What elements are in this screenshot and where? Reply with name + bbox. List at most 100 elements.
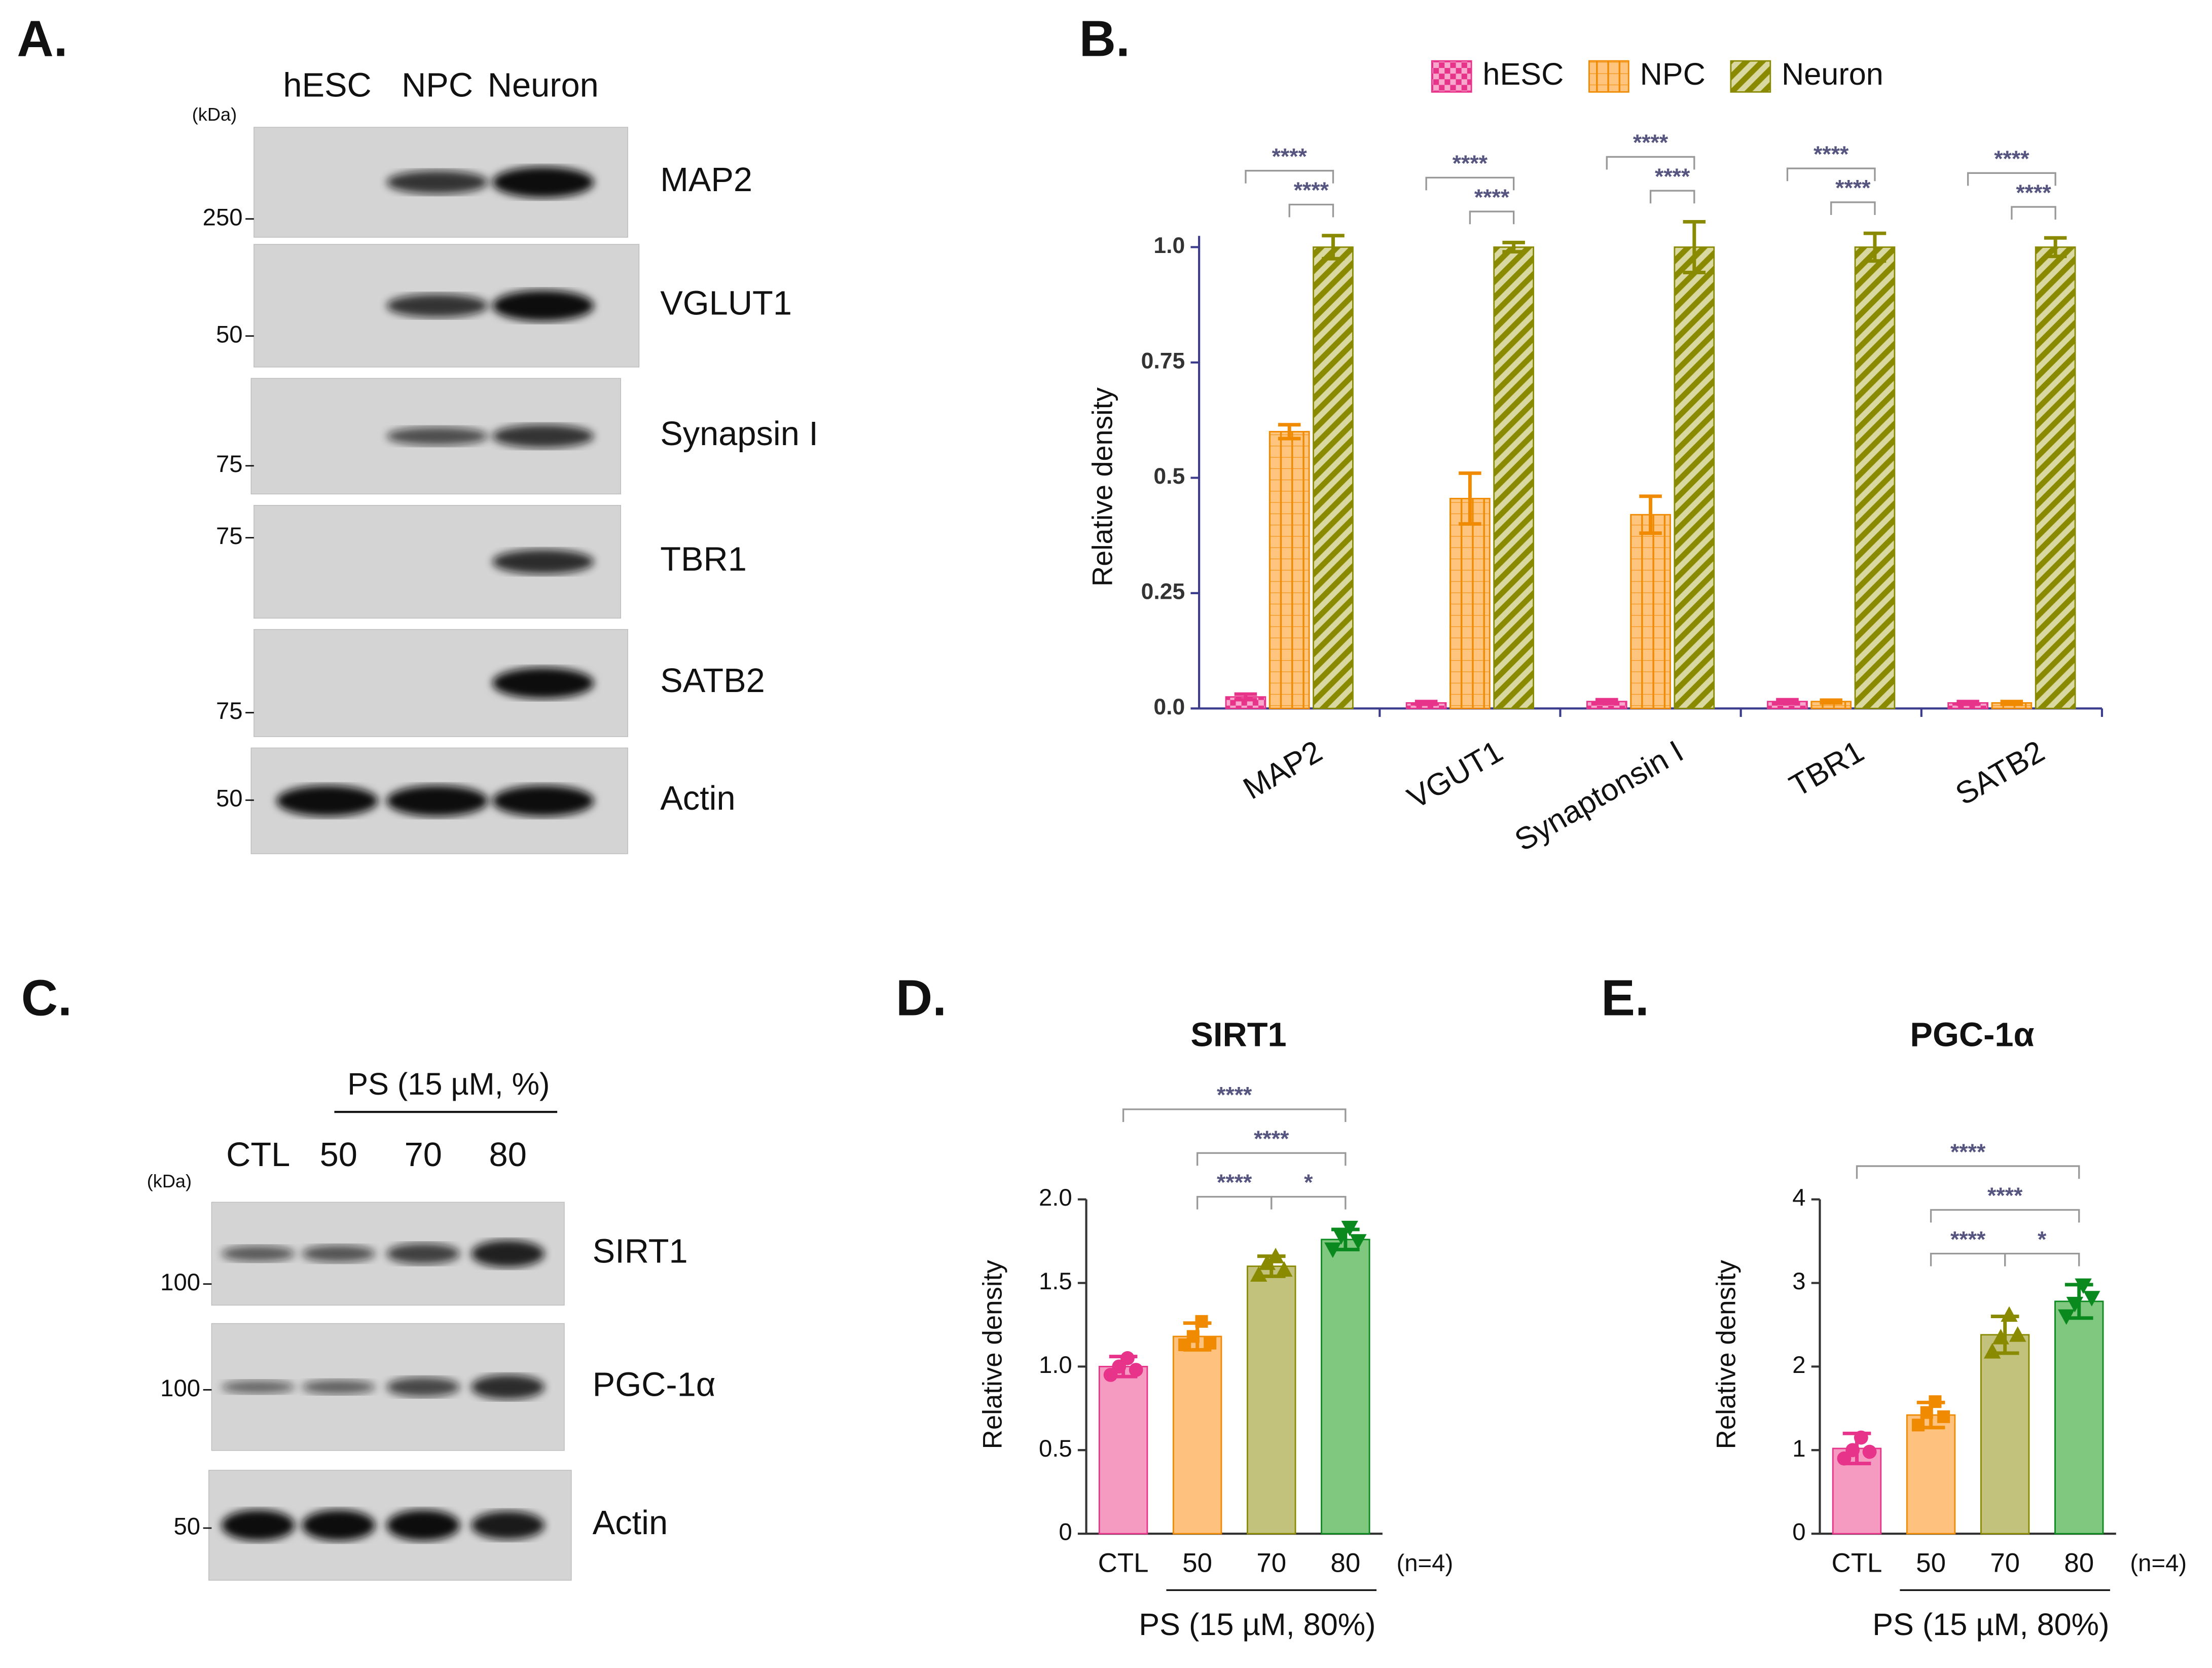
significance-bracket [1271,1195,1347,1210]
x-tick-label: 70 [1256,1548,1286,1578]
chart-title: SIRT1 [1190,1016,1286,1054]
row-label: PGC-1α [593,1366,716,1403]
significance-label: **** [1994,147,2029,171]
error-bar [2000,700,2023,706]
significance-label: **** [1474,185,1510,210]
legend-swatch [1730,60,1771,93]
significance-label: **** [1950,1227,1986,1252]
error-bar [1278,423,1301,441]
row-label: MAP2 [660,161,752,199]
significance-label: **** [1835,176,1871,201]
panel-label: B. [1079,10,1130,67]
lane-label: Neuron [488,67,599,104]
bar [1449,497,1491,709]
y-tick-label: 2 [1792,1352,1805,1379]
y-tick-label: 0.0 [1153,695,1185,719]
treatment-label: PS (15 µM, %) [347,1067,550,1101]
lane-label: CTL [226,1136,290,1174]
data-point [2083,1291,2100,1307]
data-point [1129,1363,1143,1377]
band [302,1245,376,1262]
x-tick-label: 80 [2064,1548,2094,1578]
significance-bracket [1469,210,1515,225]
data-point [1937,1410,1950,1423]
chart-title: PGC-1α [1910,1016,2034,1054]
bar [1493,246,1534,709]
row-label: Actin [593,1504,668,1542]
y-tick-label: 1.0 [1039,1352,1072,1379]
lane-label: 80 [489,1136,527,1174]
error-bar [1502,240,1525,254]
data-point [1276,1261,1293,1277]
panel-label: C. [21,970,72,1027]
data-point [1862,1444,1877,1459]
significance-bracket [1930,1252,2006,1266]
kda-label: (kDa) [192,104,237,125]
significance-bracket [1288,203,1334,217]
significance-label: * [1304,1170,1313,1195]
marker-label: 75 [216,523,243,550]
sample-note: (n=4) [2130,1550,2187,1577]
band [221,1246,295,1262]
marker-label: 75 [216,451,243,478]
significance-label: **** [2016,180,2051,205]
error-bar [1595,698,1618,705]
x-tick-label: CTL [1098,1548,1149,1578]
y-axis-label: Relative density [1712,1260,1742,1449]
significance-bracket [1196,1152,1347,1166]
band [386,170,488,194]
error-bar [2064,1283,2093,1320]
marker-label: 250 [203,204,243,231]
x-tick-label: CTL [1832,1548,1882,1578]
band [492,667,594,699]
significance-bracket [1606,156,1695,170]
significance-label: **** [1272,144,1308,169]
band [492,424,594,448]
band [492,549,594,574]
lane-label: hESC [283,67,371,104]
error-bar [1916,1400,1945,1430]
y-tick-label: 1.5 [1039,1268,1072,1295]
error-bar [1990,1315,2019,1355]
significance-bracket [1425,176,1515,191]
bar [1674,246,1715,709]
bar [1980,1334,2030,1535]
error-bar [1415,700,1438,706]
bar [1906,1414,1956,1535]
x-axis-label: PS (15 µM, 80%) [1872,1607,2109,1642]
significance-label: **** [1217,1083,1252,1108]
bar [1854,246,1896,709]
significance-label: **** [1453,151,1488,176]
error-bar [1331,1227,1360,1252]
significance-bracket [1856,1165,2080,1179]
error-bar [1863,231,1887,263]
y-axis-label: Relative density [1086,387,1118,587]
significance-label: **** [1633,130,1669,155]
row-label: SATB2 [660,662,765,700]
x-tick-label: 50 [1182,1548,1212,1578]
y-tick-label: 2.0 [1039,1184,1072,1211]
error-bar [1459,471,1481,526]
error-bar [1322,234,1345,261]
error-bar [1683,220,1706,274]
band [386,294,488,318]
significance-label: **** [1655,164,1690,189]
y-tick-label: 0.5 [1039,1435,1072,1462]
marker-label: 100 [160,1269,200,1296]
x-tick-label: 50 [1916,1548,1946,1578]
significance-label: **** [1294,178,1329,203]
row-label: TBR1 [660,541,747,578]
error-bar [1639,494,1662,535]
significance-bracket [1649,190,1695,204]
legend-label: NPC [1640,57,1706,91]
significance-bracket [1122,1108,1347,1122]
significance-label: **** [1950,1140,1986,1165]
y-tick-label: 1.0 [1153,233,1185,258]
significance-bracket [1830,201,1876,215]
x-tick-label: Synaptonsin I [1509,734,1689,857]
error-bar [1842,1431,1871,1466]
band [386,427,488,446]
significance-bracket [1930,1209,2080,1223]
